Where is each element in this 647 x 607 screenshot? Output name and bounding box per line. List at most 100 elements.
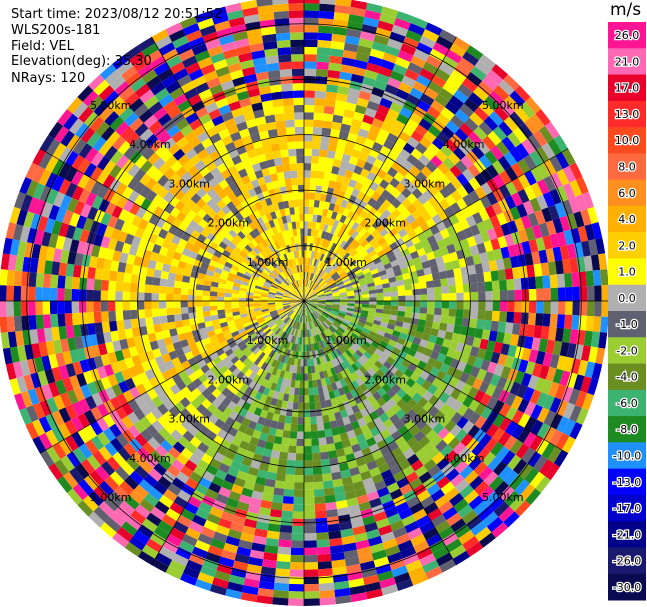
velocity-bin bbox=[363, 324, 372, 331]
velocity-bin bbox=[325, 194, 333, 203]
velocity-bin bbox=[322, 480, 334, 489]
velocity-bin bbox=[479, 252, 489, 264]
velocity-bin bbox=[588, 346, 599, 363]
velocity-bin bbox=[556, 314, 566, 329]
velocity-bin bbox=[472, 211, 484, 225]
velocity-bin bbox=[444, 384, 455, 396]
velocity-bin bbox=[415, 419, 428, 431]
velocity-bin bbox=[459, 218, 470, 231]
velocity-bin bbox=[354, 268, 363, 275]
velocity-bin bbox=[108, 280, 117, 292]
velocity-bin bbox=[394, 137, 407, 149]
velocity-bin bbox=[395, 213, 406, 224]
velocity-bin bbox=[394, 342, 404, 351]
velocity-bin bbox=[392, 246, 402, 255]
velocity-bin bbox=[509, 495, 526, 512]
velocity-bin bbox=[368, 148, 380, 159]
velocity-bin bbox=[379, 445, 392, 457]
velocity-bin bbox=[576, 329, 586, 346]
velocity-bin bbox=[432, 546, 450, 560]
velocity-bin bbox=[339, 214, 347, 224]
velocity-bin bbox=[488, 475, 504, 491]
velocity-bin bbox=[371, 272, 380, 279]
velocity-bin bbox=[343, 192, 352, 202]
velocity-bin bbox=[440, 278, 449, 287]
velocity-bin bbox=[386, 458, 399, 470]
velocity-bin bbox=[462, 309, 471, 319]
velocity-bin bbox=[261, 492, 274, 502]
velocity-bin bbox=[469, 224, 481, 236]
velocity-bin bbox=[306, 307, 310, 315]
velocity-bin bbox=[449, 301, 457, 309]
velocity-bin bbox=[340, 298, 348, 301]
velocity-bin bbox=[565, 286, 573, 301]
velocity-bin bbox=[595, 237, 606, 255]
velocity-bin bbox=[298, 315, 301, 323]
velocity-bin bbox=[449, 251, 459, 262]
velocity-bin bbox=[123, 319, 132, 330]
velocity-bin bbox=[340, 370, 348, 379]
velocity-bin bbox=[351, 221, 360, 231]
velocity-bin bbox=[376, 304, 384, 310]
velocity-bin bbox=[499, 290, 508, 301]
velocity-bin bbox=[420, 166, 433, 178]
velocity-bin bbox=[336, 85, 350, 96]
velocity-bin bbox=[334, 181, 343, 191]
velocity-bin bbox=[363, 221, 373, 231]
velocity-bin bbox=[160, 322, 170, 332]
velocity-bin bbox=[315, 267, 321, 276]
velocity-bin bbox=[376, 486, 390, 498]
velocity-bin bbox=[418, 313, 427, 321]
velocity-bin bbox=[351, 380, 360, 390]
velocity-bin bbox=[346, 287, 354, 292]
velocity-bin bbox=[409, 219, 420, 230]
velocity-bin bbox=[344, 490, 357, 500]
velocity-bin bbox=[357, 357, 366, 366]
velocity-bin bbox=[349, 466, 361, 477]
velocity-bin bbox=[344, 169, 354, 179]
velocity-bin bbox=[343, 483, 355, 493]
velocity-bin bbox=[409, 87, 424, 100]
velocity-bin bbox=[424, 320, 434, 329]
velocity-bin bbox=[309, 305, 316, 311]
velocity-bin bbox=[341, 439, 352, 449]
velocity-bin bbox=[539, 459, 554, 477]
velocity-bin bbox=[552, 217, 564, 234]
velocity-bin bbox=[319, 142, 329, 151]
velocity-bin bbox=[344, 102, 357, 112]
velocity-bin bbox=[307, 315, 310, 323]
velocity-bin bbox=[304, 540, 317, 548]
velocity-bin bbox=[315, 372, 321, 380]
velocity-bin bbox=[314, 350, 320, 358]
velocity-bin bbox=[384, 223, 395, 233]
velocity-bin bbox=[342, 252, 351, 260]
velocity-bin bbox=[480, 406, 493, 420]
velocity-bin bbox=[323, 274, 330, 281]
velocity-bin bbox=[371, 117, 384, 129]
velocity-bin bbox=[406, 453, 420, 466]
velocity-bin bbox=[330, 195, 338, 205]
velocity-bin bbox=[297, 351, 302, 360]
velocity-bin bbox=[322, 385, 329, 394]
velocity-bin bbox=[304, 293, 306, 301]
velocity-bin bbox=[327, 279, 335, 286]
velocity-bin bbox=[331, 261, 339, 269]
velocity-bin bbox=[364, 69, 379, 80]
velocity-bin bbox=[550, 287, 559, 301]
velocity-bin bbox=[375, 223, 385, 233]
velocity-bin bbox=[380, 59, 396, 71]
velocity-bin bbox=[332, 273, 340, 280]
velocity-bin bbox=[363, 371, 373, 381]
velocity-bin bbox=[335, 174, 345, 184]
velocity-bin bbox=[304, 301, 312, 304]
velocity-bin bbox=[306, 287, 310, 295]
velocity-bin bbox=[290, 379, 296, 388]
velocity-bin bbox=[314, 364, 320, 373]
velocity-bin bbox=[251, 542, 266, 553]
velocity-bin bbox=[392, 232, 402, 242]
velocity-bin bbox=[336, 372, 344, 381]
velocity-bin bbox=[308, 306, 314, 313]
velocity-bin bbox=[314, 310, 321, 316]
velocity-bin bbox=[535, 350, 546, 365]
velocity-bin bbox=[342, 351, 350, 360]
